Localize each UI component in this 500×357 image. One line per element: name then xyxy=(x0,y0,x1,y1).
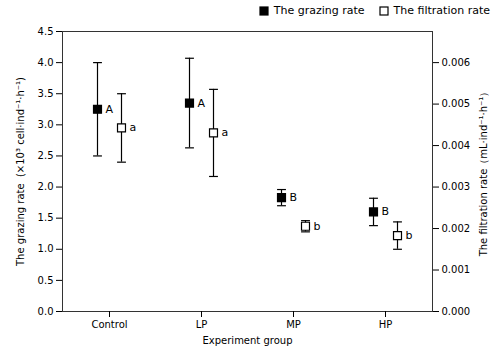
svg-text:0.002: 0.002 xyxy=(442,223,471,234)
svg-text:4.0: 4.0 xyxy=(38,57,54,68)
svg-text:0.006: 0.006 xyxy=(442,57,471,68)
svg-text:The grazing rate (×10³ cell·i: The grazing rate (×10³ cell·ind⁻¹·h⁻¹) xyxy=(15,77,26,267)
html-text:The filtration rate: The filtration rate xyxy=(393,4,490,17)
svg-text:4.5: 4.5 xyxy=(38,26,54,37)
svg-text:A: A xyxy=(198,97,206,110)
svg-text:b: b xyxy=(406,229,413,242)
svg-text:0.003: 0.003 xyxy=(442,181,471,192)
svg-text:a: a xyxy=(130,121,137,134)
svg-text:MP: MP xyxy=(286,319,301,330)
svg-text:3.5: 3.5 xyxy=(38,88,54,99)
svg-text:B: B xyxy=(382,205,390,218)
svg-text:2.0: 2.0 xyxy=(38,181,54,192)
svg-text:1.5: 1.5 xyxy=(38,212,54,223)
svg-text:Control: Control xyxy=(91,319,127,330)
svg-text:b: b xyxy=(314,220,321,233)
svg-text:1.0: 1.0 xyxy=(38,243,54,254)
svg-text:HP: HP xyxy=(379,319,393,330)
svg-text:B: B xyxy=(290,191,298,204)
svg-text:LP: LP xyxy=(196,319,208,330)
svg-text:0.0: 0.0 xyxy=(38,306,54,317)
svg-text:The filtration rate（mL·ind⁻¹·h: The filtration rate（mL·ind⁻¹·h⁻¹） xyxy=(478,87,489,258)
svg-text:3.0: 3.0 xyxy=(38,119,54,130)
svg-text:A: A xyxy=(106,103,114,116)
svg-text:0.004: 0.004 xyxy=(442,140,471,151)
svg-text:Experiment group: Experiment group xyxy=(203,335,293,346)
svg-text:0.000: 0.000 xyxy=(442,306,471,317)
svg-text:a: a xyxy=(222,126,229,139)
svg-text:2.5: 2.5 xyxy=(38,150,54,161)
svg-text:0.005: 0.005 xyxy=(442,98,471,109)
html-text:The grazing rate: The grazing rate xyxy=(273,4,365,17)
svg-text:0.001: 0.001 xyxy=(442,264,471,275)
svg-text:0.5: 0.5 xyxy=(38,275,54,286)
